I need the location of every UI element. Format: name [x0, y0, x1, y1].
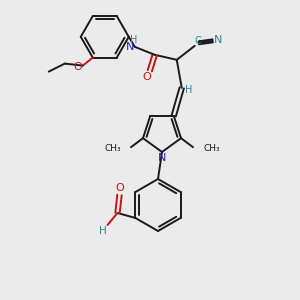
Text: N: N — [126, 42, 134, 52]
Text: H: H — [185, 85, 192, 95]
Text: CH₃: CH₃ — [104, 144, 121, 153]
Text: O: O — [74, 61, 82, 72]
Text: CH₃: CH₃ — [203, 144, 220, 153]
Text: C: C — [194, 36, 201, 46]
Text: N: N — [158, 153, 166, 163]
Text: O: O — [115, 183, 124, 193]
Text: O: O — [142, 72, 151, 82]
Text: N: N — [214, 35, 222, 45]
Text: H: H — [130, 35, 137, 45]
Text: H: H — [99, 226, 106, 236]
